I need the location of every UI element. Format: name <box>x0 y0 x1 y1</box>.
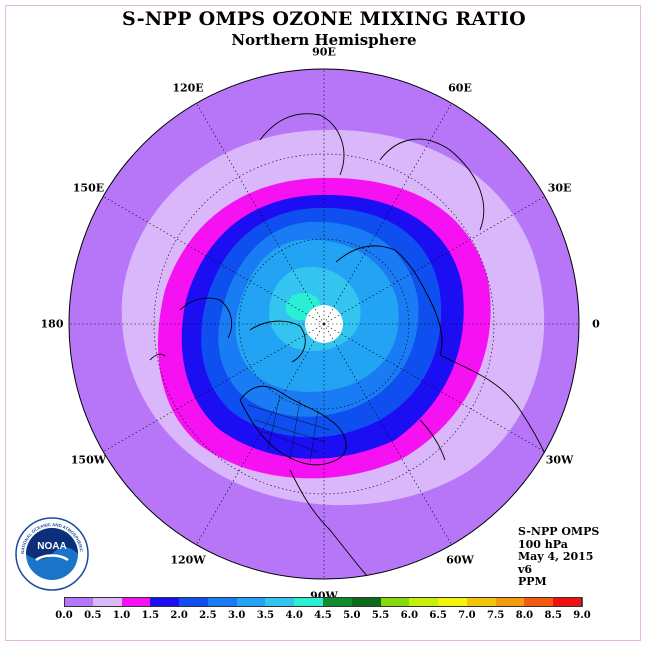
colorbar-tick-label: 3.0 <box>227 610 246 621</box>
colorbar-tick-label: 6.5 <box>429 610 447 621</box>
colorbar-tick-label: 2.0 <box>170 610 188 621</box>
figure-frame <box>5 5 641 641</box>
colorbar-tick-label: 5.5 <box>371 610 390 621</box>
colorbar-tick-label: 0.5 <box>84 610 102 621</box>
longitude-label: 150E <box>72 181 105 195</box>
meridian-line <box>103 323 325 452</box>
map-boundary <box>68 68 580 580</box>
longitude-label: 60E <box>448 81 472 95</box>
longitude-label: 180 <box>40 317 64 331</box>
info-line-version: v6 <box>518 562 533 576</box>
noaa-logo: NATIONAL OCEANIC AND ATMOSPHERIC ADMINIS… <box>12 512 90 592</box>
longitude-label: 30W <box>545 453 574 467</box>
colorbar-tick-label: 0.0 <box>55 610 73 621</box>
noaa-logo-text: NOAA <box>37 541 66 552</box>
longitude-label: 90E <box>312 45 336 59</box>
colorbar-swatch <box>553 597 583 607</box>
meridian-line <box>323 196 545 325</box>
page-subtitle: Northern Hemisphere <box>231 31 417 49</box>
longitude-label: 150W <box>70 453 107 467</box>
info-line-pressure: 100 hPa <box>518 537 568 551</box>
colorbar-tick-label: 7.5 <box>486 610 505 621</box>
meridian-line <box>196 323 325 545</box>
info-line-date: May 4, 2015 <box>518 550 594 563</box>
colorbar-tick-label: 4.0 <box>285 610 303 621</box>
colorbar-tick-label: 8.0 <box>515 610 534 621</box>
colorbar-tick-label: 6.0 <box>400 610 419 621</box>
info-block: S-NPP OMPS 100 hPa May 4, 2015 v6 PPM <box>518 525 600 589</box>
info-line-instrument: S-NPP OMPS <box>518 525 600 538</box>
colorbar-tick-label: 4.5 <box>314 610 332 621</box>
graticule <box>69 69 579 579</box>
page-title: S-NPP OMPS OZONE MIXING RATIO <box>121 8 527 30</box>
colorbar-tick-label: 1.0 <box>112 610 131 621</box>
colorbar-tick-label: 7.0 <box>458 610 476 621</box>
colorbar-tick-label: 3.5 <box>256 610 275 621</box>
meridian-line <box>196 103 325 325</box>
longitude-label: 0 <box>592 317 600 331</box>
longitude-label: 120E <box>172 81 204 95</box>
meridian-line <box>103 196 325 325</box>
colorbar-tick-label: 8.5 <box>544 610 562 621</box>
longitude-label: 120W <box>170 553 206 567</box>
colorbar-tick-label: 9.0 <box>573 610 591 621</box>
us-state-borders <box>247 394 331 463</box>
colorbar-tick-label: 1.5 <box>141 610 160 621</box>
meridian-line <box>323 103 452 325</box>
meridian-line <box>323 323 545 452</box>
longitude-label: 30E <box>547 181 572 195</box>
longitude-label: 60W <box>446 553 474 567</box>
map-disk <box>69 69 579 579</box>
colorbar-frame <box>64 597 582 607</box>
info-line-units: PPM <box>518 575 547 588</box>
colorbar-tick-label: 5.0 <box>343 610 361 621</box>
meridian-line <box>323 323 452 545</box>
colorbar-tick-label: 2.5 <box>199 610 217 621</box>
